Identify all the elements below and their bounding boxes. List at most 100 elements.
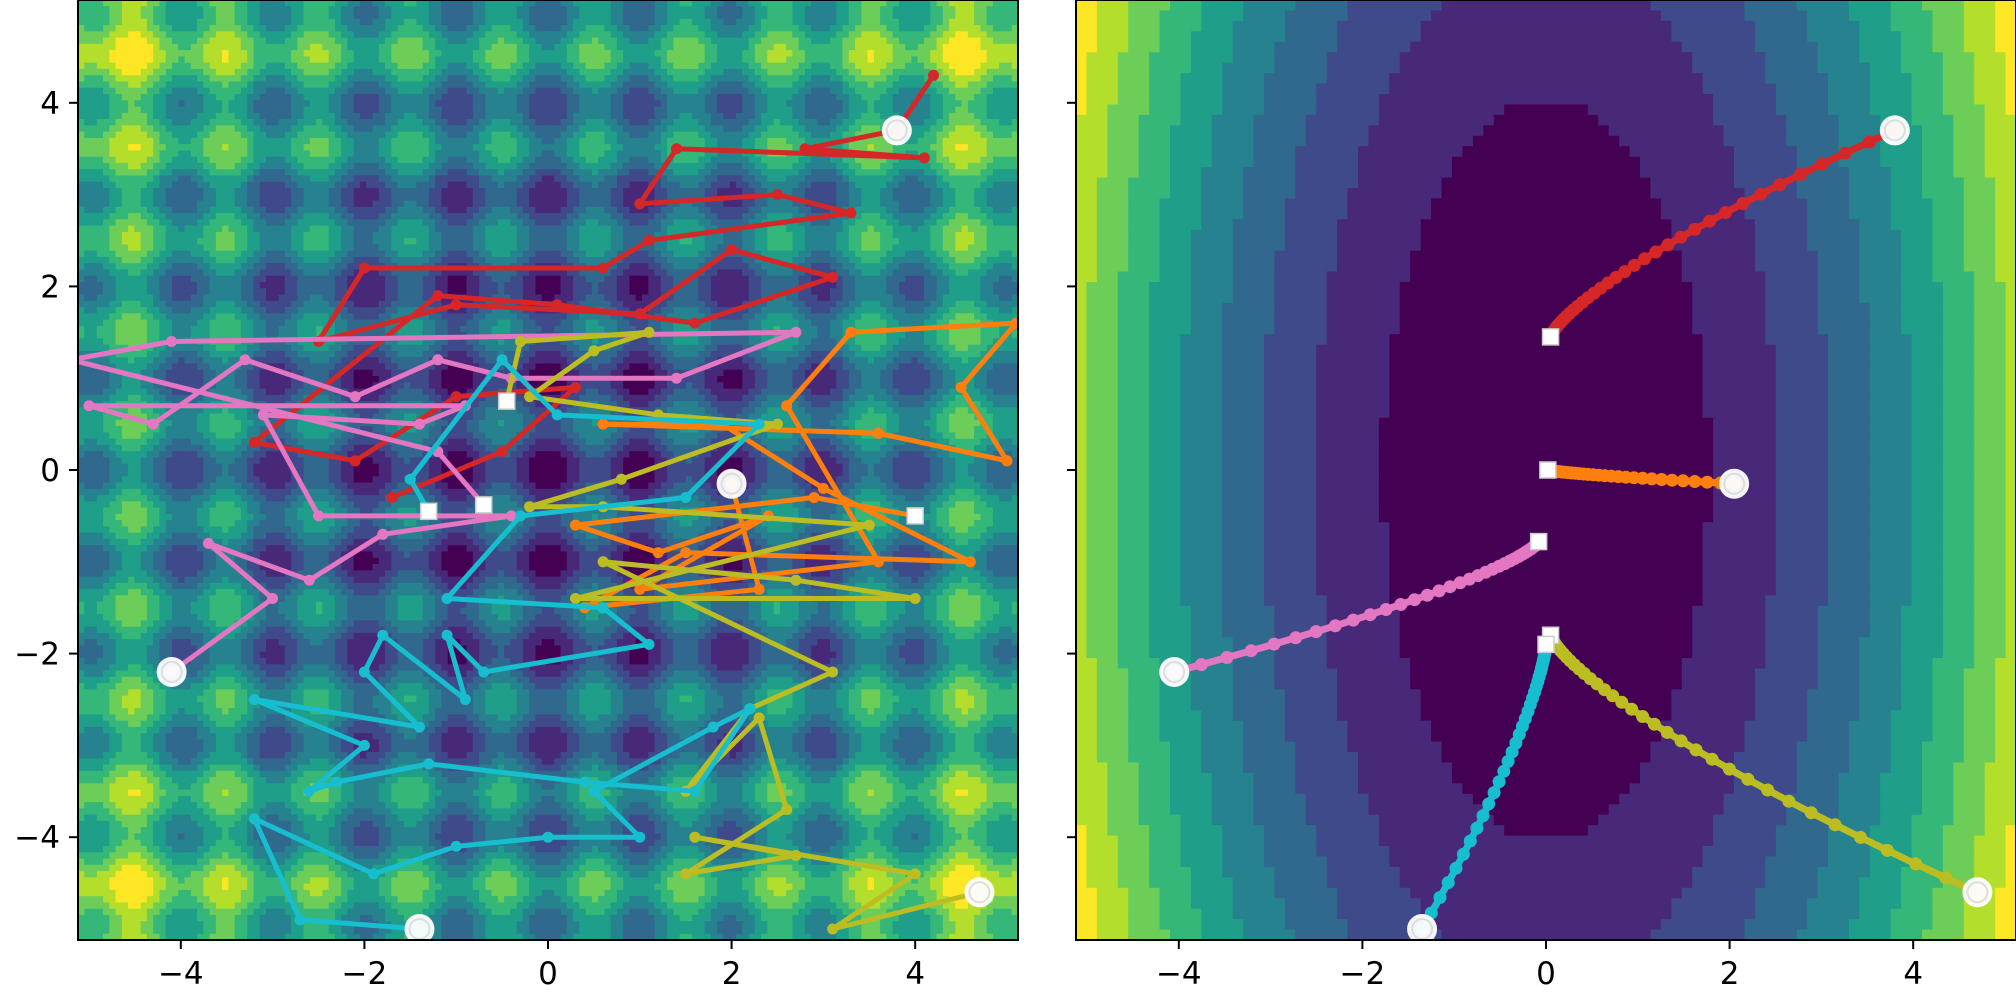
contour-cell	[84, 0, 92, 7]
contour-cell	[128, 37, 135, 45]
contour-cell	[146, 532, 154, 540]
contour-cell	[272, 175, 280, 183]
contour-cell	[253, 156, 261, 164]
contour-cell	[153, 896, 161, 903]
contour-cell	[134, 745, 142, 753]
contour-cell	[84, 56, 92, 64]
contour-cell	[96, 162, 104, 170]
contour-cell	[121, 75, 129, 83]
contour-cell	[128, 325, 135, 333]
contour-cell	[228, 520, 236, 527]
contour-cell	[203, 564, 211, 571]
contour-cell	[184, 388, 192, 396]
contour-cell	[228, 846, 236, 853]
contour-cell	[140, 94, 148, 101]
contour-cell	[109, 570, 117, 578]
contour-cell	[209, 169, 217, 177]
contour-cell	[84, 714, 92, 722]
contour-cell	[247, 739, 255, 747]
contour-cell	[115, 313, 123, 321]
contour-cell	[240, 770, 248, 778]
contour-cell	[109, 137, 117, 145]
contour-cell	[197, 520, 204, 527]
contour-cell	[96, 689, 104, 697]
contour-cell	[96, 438, 104, 446]
contour-cell	[165, 726, 173, 734]
contour-cell	[78, 294, 85, 302]
contour-cell	[165, 689, 173, 697]
contour-cell	[240, 169, 248, 177]
contour-cell	[128, 75, 135, 83]
contour-cell	[128, 820, 135, 828]
contour-cell	[165, 200, 173, 208]
contour-cell	[203, 150, 211, 158]
contour-cell	[78, 81, 85, 89]
contour-cell	[146, 68, 154, 76]
contour-cell	[103, 714, 110, 722]
contour-cell	[134, 137, 142, 145]
contour-cell	[197, 739, 204, 747]
contour-cell	[184, 188, 192, 195]
contour-cell	[203, 119, 211, 126]
contour-cell	[259, 426, 267, 433]
contour-cell	[159, 137, 167, 145]
contour-cell	[222, 156, 229, 164]
contour-cell	[134, 846, 142, 853]
contour-cell	[222, 933, 229, 940]
contour-cell	[84, 501, 92, 509]
contour-cell	[96, 338, 104, 346]
contour-cell	[128, 43, 135, 51]
contour-cell	[84, 488, 92, 496]
contour-cell	[115, 181, 123, 189]
contour-cell	[197, 538, 204, 546]
contour-cell	[90, 495, 98, 502]
contour-cell	[240, 476, 248, 484]
contour-cell	[184, 914, 192, 922]
contour-cell	[103, 376, 110, 383]
contour-cell	[165, 219, 173, 227]
contour-cell	[247, 144, 255, 151]
contour-cell	[190, 18, 198, 26]
contour-cell	[90, 75, 98, 83]
contour-cell	[140, 206, 148, 214]
contour-cell	[84, 112, 92, 120]
contour-cell	[96, 181, 104, 189]
contour-cell	[109, 376, 117, 383]
contour-cell	[153, 495, 161, 502]
contour-cell	[165, 871, 173, 878]
contour-cell	[266, 119, 273, 126]
contour-cell	[128, 896, 135, 903]
contour-cell	[215, 476, 223, 484]
contour-cell	[178, 12, 186, 20]
contour-cell	[215, 188, 223, 195]
contour-cell	[178, 294, 186, 302]
contour-cell	[247, 225, 255, 233]
contour-cell	[240, 175, 248, 183]
contour-cell	[165, 808, 173, 816]
contour-cell	[209, 520, 217, 527]
contour-cell	[172, 25, 179, 32]
contour-cell	[222, 12, 229, 20]
contour-cell	[109, 162, 117, 170]
contour-cell	[222, 300, 229, 308]
contour-cell	[146, 476, 154, 484]
contour-cell	[228, 651, 236, 659]
contour-cell	[222, 526, 229, 534]
contour-cell	[128, 614, 135, 621]
contour-cell	[172, 444, 179, 452]
contour-cell	[284, 225, 292, 233]
contour-cell	[272, 614, 280, 621]
contour-cell	[278, 119, 286, 126]
contour-cell	[197, 651, 204, 659]
contour-cell	[96, 357, 104, 365]
contour-cell	[172, 701, 179, 709]
contour-cell	[103, 457, 110, 465]
contour-cell	[203, 282, 211, 289]
contour-cell	[140, 451, 148, 459]
contour-cell	[234, 181, 242, 189]
contour-cell	[284, 25, 292, 32]
contour-cell	[259, 188, 267, 195]
contour-cell	[203, 194, 211, 202]
contour-cell	[197, 701, 204, 709]
contour-cell	[190, 6, 198, 14]
